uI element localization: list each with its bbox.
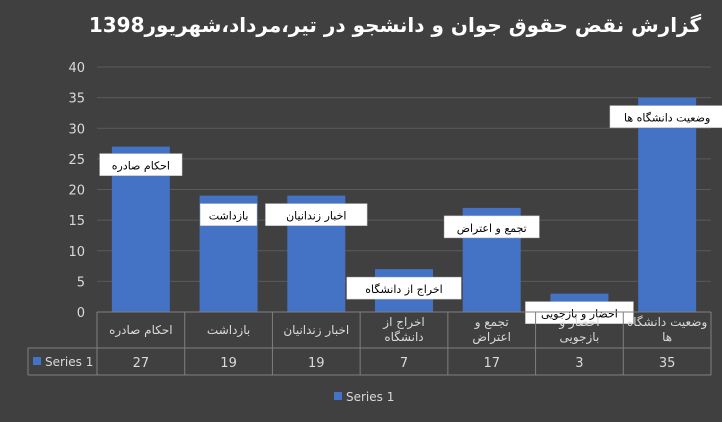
table-category-label: وضعیت دانشگاه — [627, 315, 707, 330]
table-category-label: ها — [662, 330, 672, 344]
y-tick-label: 0 — [77, 306, 85, 321]
gridlines — [97, 66, 711, 313]
table-series-label: Series 1 — [45, 355, 93, 369]
series-key — [33, 357, 41, 365]
data-table: احکام صادره بازداشت اخبار زندانیان اخراج از… — [27, 311, 712, 376]
y-tick-label: 30 — [68, 122, 85, 137]
y-tick-label: 5 — [77, 275, 85, 290]
y-tick-label: 40 — [68, 61, 85, 76]
table-category-label: احکام صادره — [109, 323, 173, 338]
legend-key — [334, 392, 342, 400]
table-value: 3 — [575, 356, 583, 371]
y-tick-label: 10 — [68, 245, 85, 260]
table-value: 7 — [400, 356, 408, 371]
data-labels: احکام صادره بازداشت اخبار زندانیان اخراج از… — [99, 105, 722, 324]
y-axis: 0 5 10 15 20 25 30 35 40 — [68, 61, 85, 321]
data-label-box — [525, 301, 634, 324]
table-value: 19 — [220, 356, 237, 371]
data-label: وضعیت دانشگاه ها — [624, 112, 710, 125]
table-value: 17 — [483, 356, 500, 371]
y-tick-label: 15 — [68, 214, 85, 229]
data-label-box — [265, 203, 368, 226]
table-category-label: دانشگاه — [384, 330, 423, 344]
data-label-box — [199, 203, 258, 226]
bar — [638, 97, 697, 312]
table-category-label: بازداشت — [207, 323, 250, 338]
legend: Series 1 — [334, 390, 394, 404]
table-category-label: احضار و — [558, 315, 599, 330]
y-tick-label: 20 — [68, 184, 85, 199]
table-value: 19 — [308, 356, 325, 371]
data-label: بازداشت — [209, 210, 249, 223]
data-label-box — [443, 215, 540, 239]
table-value: 35 — [659, 356, 676, 371]
legend-label: Series 1 — [346, 390, 394, 404]
y-tick-label: 25 — [68, 153, 85, 168]
data-label-box — [609, 105, 722, 128]
chart-title: گزارش نقض حقوق جوان و دانشجو در تیر،مردا… — [89, 13, 702, 37]
table-category-label: اخراج از — [382, 315, 424, 330]
data-label: اخبار زندانیان — [286, 210, 346, 223]
table-value: 27 — [133, 356, 150, 371]
data-label-box — [346, 276, 462, 300]
data-label: اخراج از دانشگاه — [365, 283, 442, 296]
table-category-label: تجمع و — [474, 315, 509, 330]
data-label-box — [99, 153, 183, 176]
data-label: احضار و بازجویی — [541, 308, 618, 321]
table-category-label: اخبار زندانیان — [283, 323, 349, 338]
y-tick-label: 35 — [68, 92, 85, 107]
table-category-label: اعتراض — [472, 330, 511, 345]
data-label: احکام صادره — [112, 160, 170, 173]
data-label: تجمع و اعتراض — [457, 222, 527, 235]
table-category-label: بازجویی — [560, 330, 600, 345]
